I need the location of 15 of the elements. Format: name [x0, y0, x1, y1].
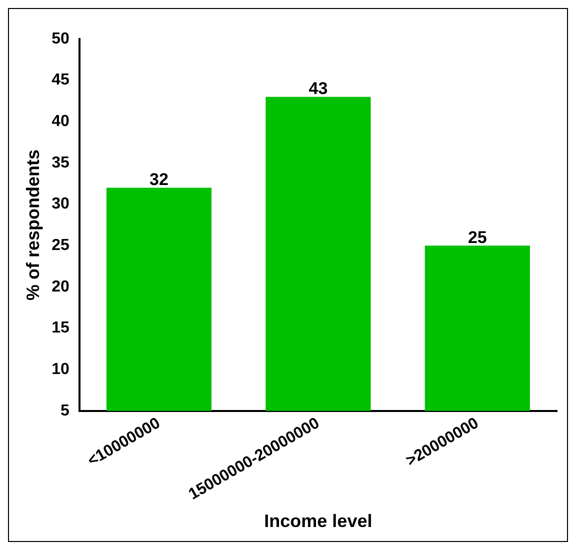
y-tick-label: 30 — [52, 196, 70, 213]
y-tick-label: 15 — [52, 320, 70, 337]
y-tick-label: 40 — [52, 113, 70, 130]
data-label: 43 — [308, 79, 328, 98]
x-axis-title: Income level — [264, 511, 372, 532]
y-tick-label: 50 — [52, 30, 70, 48]
y-tick-label: 10 — [52, 361, 70, 378]
y-tick-label: 5 — [60, 402, 70, 420]
y-tick-label: 45 — [52, 72, 70, 89]
y-tick-label: 25 — [52, 237, 70, 254]
y-axis-title: % of respondents — [22, 149, 43, 300]
data-label: 25 — [468, 228, 487, 247]
y-tick-label: 35 — [52, 154, 70, 172]
y-tick-label: 20 — [52, 278, 70, 296]
data-label: 32 — [150, 170, 168, 189]
